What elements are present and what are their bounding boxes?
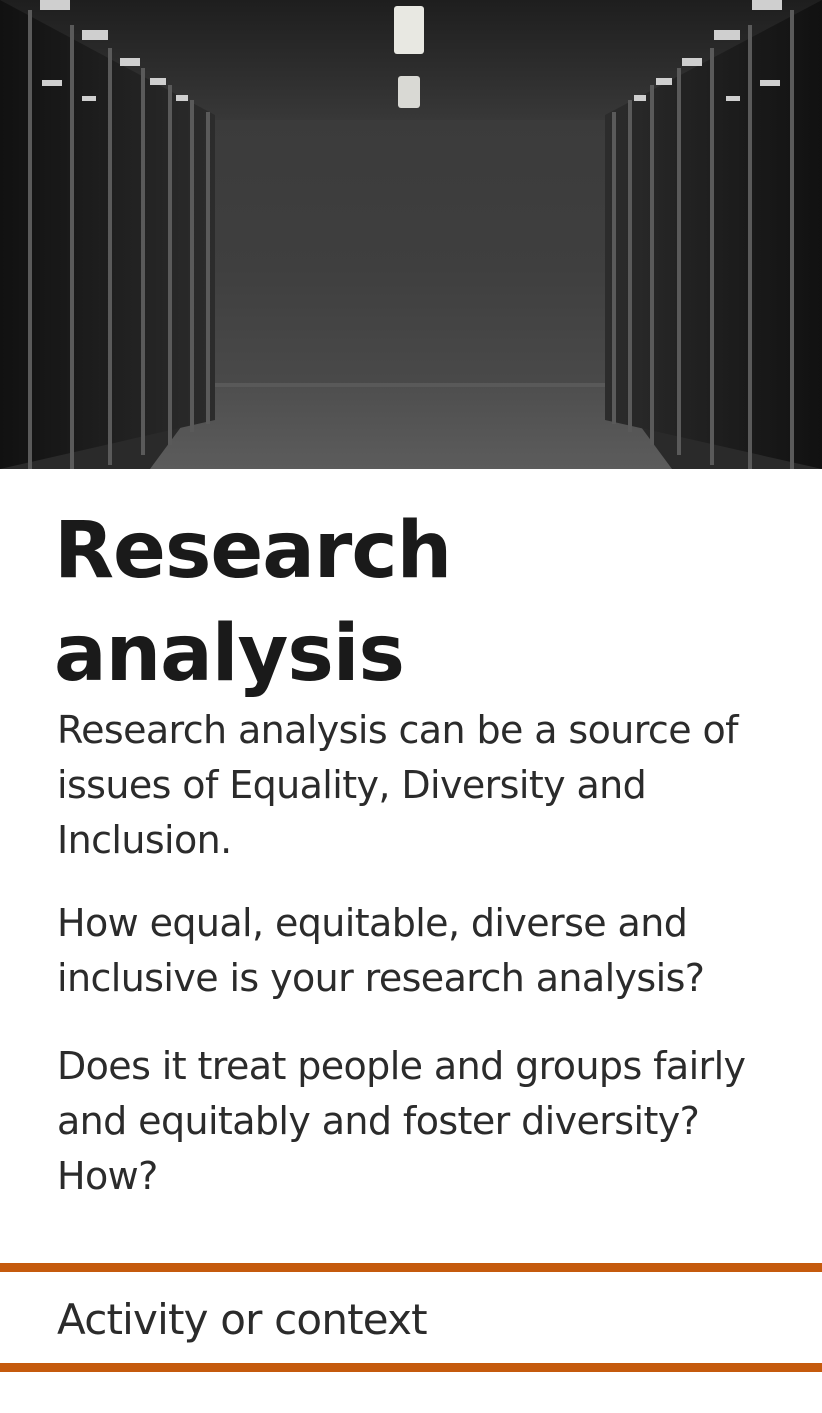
followup-paragraph: Does it treat people and groups fairly a… bbox=[57, 1044, 746, 1198]
accent-rule-bottom bbox=[0, 1363, 822, 1372]
question-paragraph: How equal, equitable, diverse and inclus… bbox=[57, 901, 705, 1000]
server-room-photo bbox=[0, 0, 822, 469]
intro-paragraph: Research analysis can be a source of iss… bbox=[57, 708, 739, 862]
card-title: Research analysis bbox=[54, 500, 754, 706]
hero-image bbox=[0, 0, 822, 469]
accent-rule-top bbox=[0, 1263, 822, 1272]
title-line-1: Research bbox=[54, 506, 452, 596]
title-line-2: analysis bbox=[54, 609, 405, 699]
activity-context-field[interactable]: Activity or context bbox=[57, 1295, 428, 1344]
